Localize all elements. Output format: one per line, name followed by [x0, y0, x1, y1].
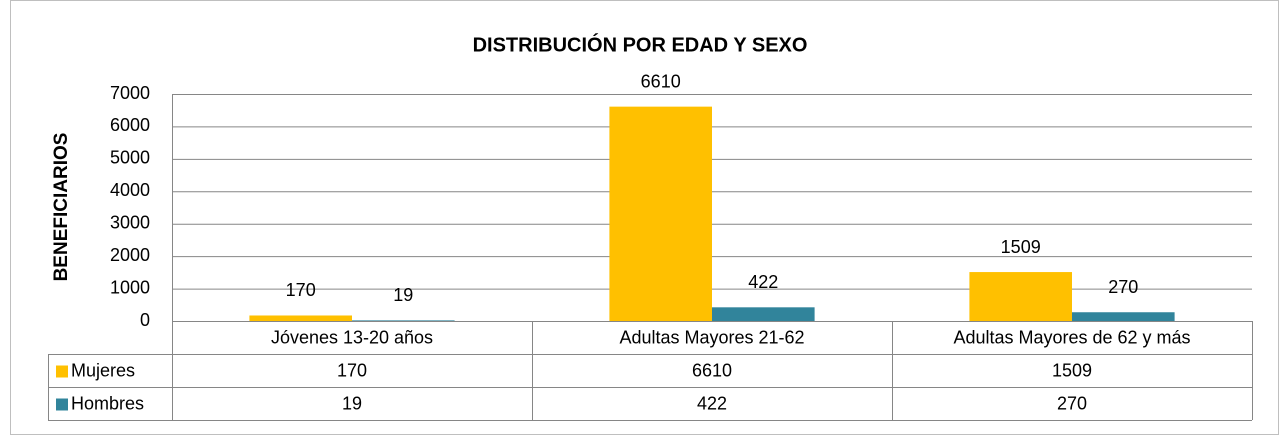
bar: [249, 315, 352, 321]
data-label: 270: [1108, 277, 1138, 297]
bar: [1072, 312, 1175, 321]
legend-label: Hombres: [71, 393, 144, 413]
data-label: 170: [286, 280, 316, 300]
legend-swatch: [56, 365, 68, 378]
table-cell: 270: [1057, 393, 1087, 413]
bar: [609, 106, 712, 321]
y-tick-label: 0: [140, 310, 150, 330]
y-tick-label: 3000: [110, 212, 150, 232]
bar: [712, 307, 815, 321]
legend-label: Mujeres: [71, 360, 135, 380]
y-axis-title: BENEFICIARIOS: [51, 133, 72, 282]
table-cell: 6610: [692, 360, 732, 380]
y-tick-label: 4000: [110, 180, 150, 200]
bar: [969, 272, 1072, 321]
legend-swatch: [56, 398, 68, 411]
y-tick-label: 1000: [110, 277, 150, 297]
table-cell: 1509: [1052, 360, 1092, 380]
table-cell: 170: [337, 360, 367, 380]
data-label: 19: [393, 285, 413, 305]
x-tick-label: Adultas Mayores 21-62: [619, 327, 804, 347]
y-tick-label: 7000: [110, 83, 150, 103]
x-tick-label: Jóvenes 13-20 años: [271, 327, 433, 347]
y-tick-label: 6000: [110, 115, 150, 135]
y-tick-label: 5000: [110, 148, 150, 168]
data-label: 6610: [641, 71, 681, 91]
bar: [352, 320, 455, 321]
x-tick-label: Adultas Mayores de 62 y más: [953, 327, 1190, 347]
y-tick-label: 2000: [110, 245, 150, 265]
table-cell: 19: [342, 393, 362, 413]
data-label: 1509: [1001, 237, 1041, 257]
data-label: 422: [748, 272, 778, 292]
table-cell: 422: [697, 393, 727, 413]
chart-title: DISTRIBUCIÓN POR EDAD Y SEXO: [473, 32, 808, 56]
